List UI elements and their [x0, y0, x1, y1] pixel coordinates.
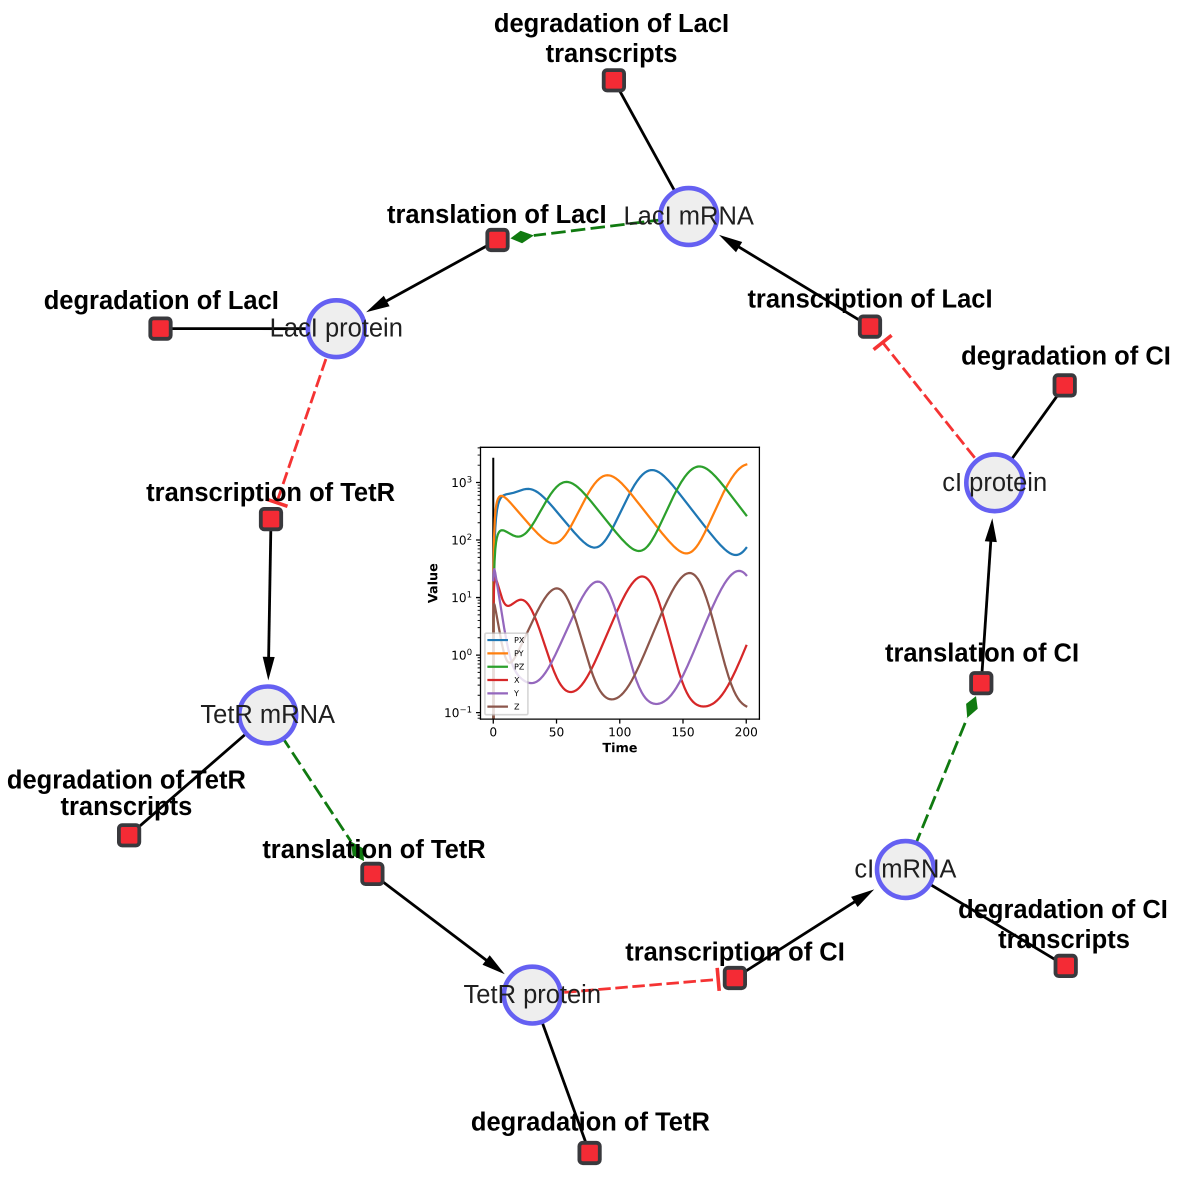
- svg-text:degradation of TetR: degradation of TetR: [7, 767, 246, 795]
- svg-text:transcription of TetR: transcription of TetR: [146, 479, 395, 507]
- svg-text:TetR protein: TetR protein: [464, 981, 602, 1009]
- svg-text:transcripts: transcripts: [546, 40, 678, 68]
- svg-text:cI protein: cI protein: [942, 469, 1047, 497]
- svg-text:transcription of LacI: transcription of LacI: [747, 286, 992, 314]
- svg-text:cI mRNA: cI mRNA: [854, 856, 956, 884]
- svg-text:TetR mRNA: TetR mRNA: [200, 701, 335, 729]
- svg-text:LacI protein: LacI protein: [270, 315, 403, 343]
- svg-text:translation of LacI: translation of LacI: [387, 201, 607, 229]
- svg-text:translation of CI: translation of CI: [885, 639, 1079, 667]
- svg-text:transcription of CI: transcription of CI: [625, 939, 845, 967]
- svg-text:degradation of CI: degradation of CI: [961, 342, 1171, 370]
- svg-text:degradation of LacI: degradation of LacI: [44, 287, 279, 315]
- svg-text:transcripts: transcripts: [61, 793, 193, 821]
- svg-text:degradation of LacI: degradation of LacI: [494, 10, 729, 38]
- svg-text:transcripts: transcripts: [998, 926, 1130, 954]
- svg-text:degradation of TetR: degradation of TetR: [471, 1108, 710, 1136]
- svg-text:LacI mRNA: LacI mRNA: [624, 203, 754, 231]
- svg-text:translation of TetR: translation of TetR: [262, 836, 485, 864]
- svg-text:degradation of CI: degradation of CI: [958, 896, 1168, 924]
